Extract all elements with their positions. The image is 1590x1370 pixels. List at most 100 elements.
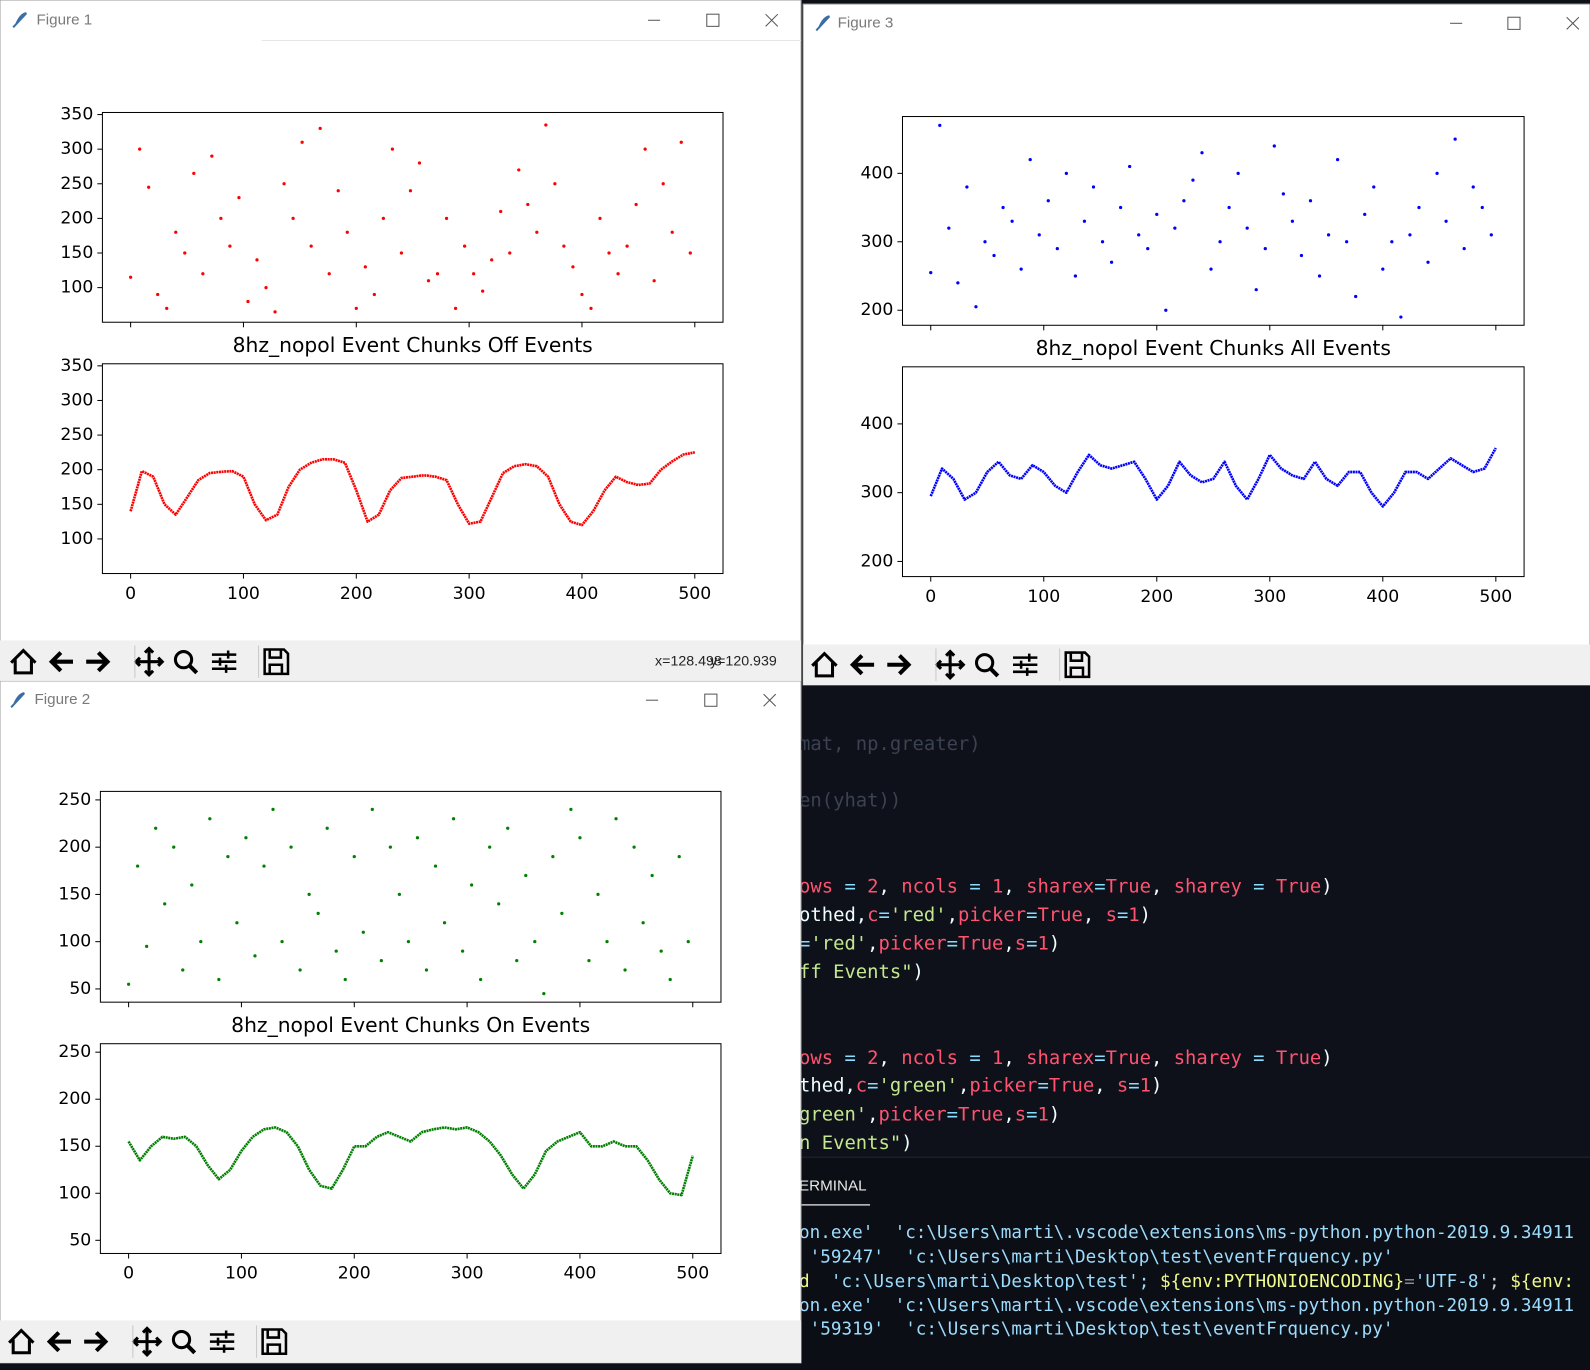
code-token: , xyxy=(1094,1075,1117,1096)
point xyxy=(426,279,431,283)
y-tick-label: 300 xyxy=(860,232,893,252)
code-token: = xyxy=(1128,1075,1139,1096)
back-button[interactable] xyxy=(849,654,875,676)
save-button[interactable] xyxy=(263,648,290,676)
code-token: , xyxy=(867,1104,878,1125)
terminal-line: on.exe' 'c:\Users\marti\.vscode\extensio… xyxy=(799,1223,1574,1243)
point xyxy=(1326,233,1331,237)
point xyxy=(929,270,933,275)
axes-frame xyxy=(99,1043,722,1254)
code-token: ows xyxy=(799,1047,833,1068)
zoom-button[interactable] xyxy=(171,1329,192,1350)
save-button[interactable] xyxy=(261,1328,288,1356)
point xyxy=(497,902,501,906)
point xyxy=(192,171,196,176)
code-token: = xyxy=(879,905,890,926)
point xyxy=(1254,288,1258,292)
point xyxy=(1335,158,1340,162)
forward-button[interactable] xyxy=(86,651,111,673)
point xyxy=(1435,171,1439,175)
point xyxy=(219,216,223,221)
zoom-button[interactable] xyxy=(974,653,995,673)
code-token: 2 xyxy=(867,876,878,897)
point xyxy=(435,272,440,276)
home-button[interactable] xyxy=(10,648,37,675)
point xyxy=(210,154,214,158)
point xyxy=(578,836,582,840)
point xyxy=(273,310,277,314)
code-token: = xyxy=(947,933,958,954)
point xyxy=(544,123,548,127)
point xyxy=(1263,246,1267,251)
point xyxy=(605,940,609,944)
maximize[interactable] xyxy=(706,13,720,27)
configure-button[interactable] xyxy=(211,650,237,673)
save-button[interactable] xyxy=(1064,651,1091,679)
maximize[interactable] xyxy=(1507,16,1521,30)
point xyxy=(469,883,474,887)
point xyxy=(291,216,295,221)
code-token: = xyxy=(1404,1272,1415,1292)
point xyxy=(235,921,239,925)
close[interactable] xyxy=(765,13,779,27)
code-token: s xyxy=(1117,1075,1128,1096)
pan-button[interactable] xyxy=(131,1326,163,1357)
point xyxy=(490,258,494,262)
back-button[interactable] xyxy=(46,1331,71,1353)
code-token: , xyxy=(958,1075,969,1096)
code-token: 1 xyxy=(992,1047,1003,1068)
code-token: = xyxy=(1242,1047,1276,1068)
code-token: True xyxy=(958,1104,1003,1125)
home-button[interactable] xyxy=(811,651,838,678)
point xyxy=(1073,274,1078,278)
axes-frame xyxy=(901,366,1525,578)
series-line xyxy=(929,447,1497,508)
x-tick-label: 300 xyxy=(451,1264,484,1284)
point xyxy=(580,292,584,297)
code-token: ) xyxy=(901,1133,912,1154)
point xyxy=(129,275,133,279)
zoom-handle xyxy=(188,664,199,675)
code-token: , xyxy=(1003,1047,1026,1068)
configure-button[interactable] xyxy=(1013,653,1038,676)
close[interactable] xyxy=(763,693,777,707)
maximize[interactable] xyxy=(704,693,718,707)
code-token: = xyxy=(1037,1075,1048,1096)
zoom-button[interactable] xyxy=(173,650,194,670)
configure-button[interactable] xyxy=(209,1330,235,1353)
point xyxy=(388,845,392,849)
home-button[interactable] xyxy=(8,1328,35,1355)
point xyxy=(201,272,205,276)
y-tick-label: 400 xyxy=(860,414,893,434)
x-tick-label: 400 xyxy=(566,584,599,604)
code-token: 'c:\Users\marti\Desktop\test'; xyxy=(810,1272,1160,1292)
point xyxy=(1317,274,1322,278)
point xyxy=(1046,199,1050,203)
code-token: ) xyxy=(1321,876,1332,897)
code-token: ${env: xyxy=(1510,1272,1574,1292)
chart-title: 8hz_nopol Event Chunks All Events xyxy=(1036,336,1391,360)
forward-button[interactable] xyxy=(84,1331,109,1353)
y-tick-label: 200 xyxy=(58,1089,91,1109)
back-button[interactable] xyxy=(48,651,74,673)
code-token: sharey xyxy=(1174,876,1242,897)
code-token: 2 xyxy=(867,1047,878,1068)
forward-button[interactable] xyxy=(887,654,912,676)
y-tick-label: 350 xyxy=(60,356,93,376)
point xyxy=(1155,212,1159,217)
point xyxy=(634,202,638,207)
point xyxy=(307,892,311,897)
code-token: sharey xyxy=(1174,1047,1242,1068)
pan-button[interactable] xyxy=(934,649,966,681)
pan-button[interactable] xyxy=(133,646,165,678)
point xyxy=(1055,246,1059,251)
code-token: = xyxy=(947,1104,958,1125)
terminal-tab[interactable]: ERMINAL xyxy=(799,1178,867,1195)
point xyxy=(641,921,645,925)
code-token: , xyxy=(1003,1104,1014,1125)
close[interactable] xyxy=(1566,16,1580,30)
window-title: Figure 1 xyxy=(37,11,93,28)
code-token: True xyxy=(1276,1047,1321,1068)
point xyxy=(1200,151,1204,155)
